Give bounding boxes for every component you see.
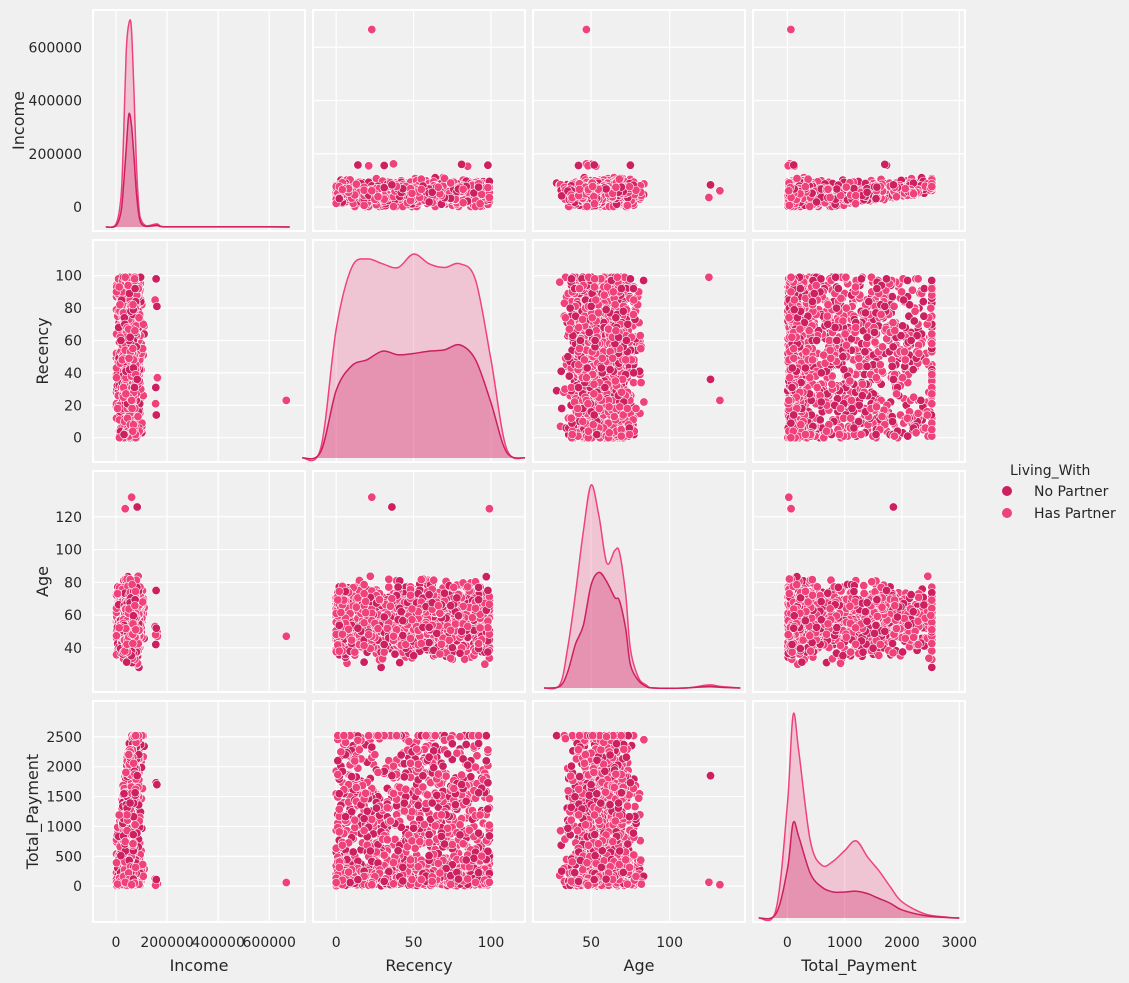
scatter-point	[353, 160, 363, 170]
scatter-point	[484, 193, 494, 203]
scatter-point	[458, 198, 468, 208]
panel-income-vs-income	[92, 9, 306, 232]
scatter-point	[601, 184, 611, 194]
scatter-point	[367, 186, 377, 196]
scatter-point	[589, 199, 599, 209]
scatter-point	[379, 183, 389, 193]
scatter-point	[457, 159, 467, 169]
scatter-point	[446, 178, 456, 188]
panel-income-vs-age	[532, 9, 746, 232]
scatter-point	[704, 193, 714, 203]
scatter-point	[715, 186, 725, 196]
scatter-point	[367, 24, 377, 34]
scatter-point	[388, 159, 398, 169]
scatter-point	[407, 188, 417, 198]
scatter-point	[622, 200, 632, 210]
scatter-point	[589, 160, 599, 170]
scatter-point	[624, 182, 634, 192]
scatter-point	[433, 182, 443, 192]
pairplot-panels	[92, 9, 966, 923]
scatter-point	[334, 194, 344, 204]
scatter-point	[574, 184, 584, 194]
scatter-point	[475, 199, 485, 209]
kde-area-no-partner	[105, 113, 290, 228]
scatter-point	[379, 161, 389, 171]
scatter-point	[483, 160, 493, 170]
scatter-point	[573, 161, 583, 171]
scatter-point	[387, 180, 397, 190]
scatter-point	[582, 202, 592, 212]
scatter-point	[388, 202, 398, 212]
panel-income-vs-total-payment	[752, 9, 966, 232]
scatter-point	[705, 180, 715, 190]
scatter-point	[337, 185, 347, 195]
scatter-point	[614, 174, 624, 184]
scatter-point	[364, 161, 374, 171]
scatter-point	[625, 160, 635, 170]
scatter-point	[416, 184, 426, 194]
scatter-point	[359, 185, 369, 195]
scatter-point	[611, 182, 621, 192]
panel-income-vs-recency	[312, 9, 526, 232]
kde-line-no-partner	[105, 112, 290, 229]
scatter-point	[458, 184, 468, 194]
kde-area-has-partner	[105, 19, 290, 228]
scatter-point	[351, 179, 361, 189]
scatter-point	[359, 200, 369, 210]
scatter-point	[474, 182, 484, 192]
scatter-point	[588, 182, 598, 192]
scatter-point	[424, 197, 434, 207]
scatter-point	[483, 183, 493, 193]
scatter-point	[581, 24, 591, 34]
